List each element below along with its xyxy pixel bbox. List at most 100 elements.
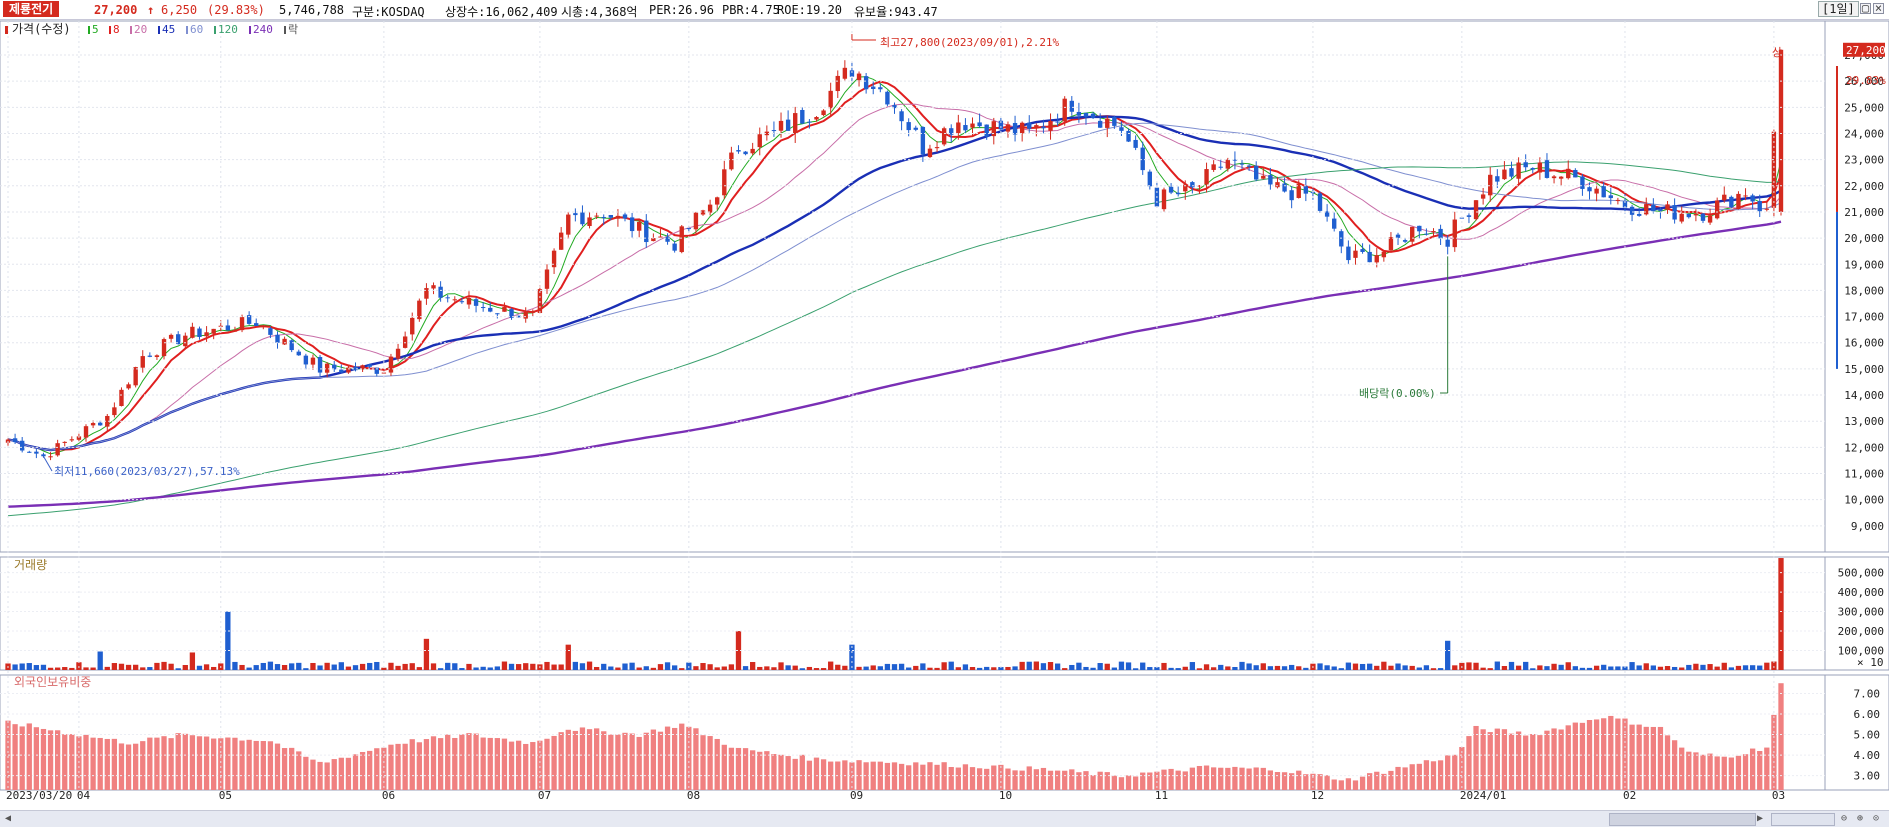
- volume-bar: [1565, 662, 1571, 670]
- candle-body: [587, 217, 592, 227]
- chart-scrollbar[interactable]: ◀ ▶ ⊖ ⊕ ⊙: [0, 810, 1889, 827]
- date-tick-label: 07: [538, 789, 551, 802]
- volume-bar: [1125, 662, 1132, 670]
- candle-body: [1509, 168, 1514, 177]
- current-price-tag: [1843, 42, 1885, 57]
- foreign-ratio-bar: [721, 744, 727, 790]
- candle-body: [998, 120, 1004, 130]
- candle-body: [161, 339, 167, 357]
- foreign-ratio-bar: [352, 754, 359, 790]
- panel-restore-icon[interactable]: ▢: [1860, 1, 1871, 15]
- foreign-ratio-bar: [487, 737, 493, 790]
- scroll-left-icon[interactable]: ◀: [4, 813, 12, 824]
- candle-body: [1622, 201, 1628, 208]
- limit-up-marker: 상: [1772, 46, 1782, 59]
- foreign-ratio-bar: [1629, 724, 1635, 790]
- volume-bar: [1359, 663, 1366, 670]
- foreign-ratio-bar: [1374, 771, 1380, 790]
- foreign-ratio-bar: [686, 726, 692, 790]
- volume-bar: [579, 663, 586, 670]
- candle-body: [154, 355, 160, 358]
- foreign-ratio-bar: [1359, 776, 1366, 790]
- volume-bar: [771, 667, 777, 670]
- candle-body: [1573, 169, 1578, 178]
- volume-bar: [1331, 666, 1337, 670]
- candle-body: [1615, 199, 1621, 201]
- foreign-ratio-bar: [1097, 771, 1103, 790]
- foreign-ratio-bar: [1749, 748, 1756, 790]
- foreign-ratio-bar: [1062, 770, 1068, 790]
- candle-body: [750, 148, 755, 154]
- candle-body: [239, 317, 245, 331]
- foreign-ratio-bar: [1643, 726, 1649, 790]
- candle-body: [842, 67, 848, 79]
- volume-bar: [707, 664, 713, 670]
- volume-bar: [735, 631, 742, 670]
- volume-bar: [799, 668, 805, 670]
- foreign-panel-title: 외국인보유비중: [14, 675, 91, 689]
- zoom-in-icon[interactable]: ⊕: [1856, 813, 1864, 824]
- foreign-ratio-bar: [856, 760, 862, 790]
- candle-body: [1502, 169, 1507, 180]
- volume-bar: [1140, 662, 1146, 670]
- candle-body: [459, 301, 465, 303]
- candle-body: [1537, 162, 1543, 173]
- volume-bar: [430, 663, 437, 670]
- foreign-ratio-bar: [1147, 772, 1153, 790]
- ma-legend-swatch: [88, 26, 90, 34]
- volume-bar: [523, 663, 529, 670]
- volume-panel: [0, 556, 1889, 671]
- volume-bar: [232, 661, 238, 670]
- candle-body: [800, 109, 805, 124]
- price-tick-label: 24,000: [1844, 127, 1884, 140]
- candle-body: [76, 436, 82, 440]
- foreign-ratio-bar: [1118, 777, 1125, 790]
- volume-bar: [359, 663, 366, 670]
- candle-body: [580, 212, 585, 225]
- ma-legend-swatch: [158, 26, 160, 34]
- volume-bar: [1352, 663, 1359, 670]
- foreign-ratio-bar: [289, 747, 295, 790]
- volume-bar: [1367, 663, 1373, 670]
- volume-bar: [544, 661, 550, 670]
- scroll-thumb[interactable]: [1609, 813, 1756, 826]
- foreign-ratio-bar: [154, 737, 160, 790]
- zoom-slider[interactable]: [1771, 813, 1835, 826]
- panel-close-icon[interactable]: ×: [1873, 1, 1884, 15]
- foreign-ratio-bar: [750, 750, 756, 790]
- candle-body: [246, 315, 252, 324]
- scroll-right-icon[interactable]: ▶: [1756, 813, 1764, 824]
- volume-bar: [1664, 666, 1671, 670]
- foreign-ratio-bar: [1693, 752, 1699, 790]
- candle-body: [1204, 169, 1209, 185]
- foreign-ratio-bar: [1338, 780, 1344, 790]
- candle-body: [1410, 226, 1415, 242]
- volume-bar: [62, 667, 68, 670]
- price-range-bar-down: [1836, 211, 1838, 369]
- foreign-ratio-bar: [1168, 768, 1174, 790]
- volume-bar: [324, 662, 330, 670]
- volume-bar: [1629, 662, 1635, 670]
- candle-body: [367, 364, 372, 367]
- volume-bar: [1083, 666, 1089, 670]
- volume-bar: [1104, 663, 1110, 670]
- foreign-ratio-bar: [1657, 726, 1664, 790]
- price-tick-label: 21,000: [1844, 206, 1884, 219]
- volume-tick-label: 100,000: [1838, 645, 1884, 658]
- volume-bar: [920, 663, 926, 670]
- foreign-ratio-bar: [1324, 775, 1330, 790]
- period-button[interactable]: [1일]: [1818, 1, 1859, 17]
- foreign-ratio-bar: [1005, 768, 1011, 790]
- candle-body: [1275, 182, 1280, 188]
- foreign-ratio-bar: [593, 728, 600, 790]
- zoom-out-icon[interactable]: ⊖: [1840, 813, 1848, 824]
- foreign-ratio-bar: [1778, 683, 1784, 790]
- chart-area[interactable]: 9,000 10,000 11,000 12,000 13,000 14,000 15,00…: [0, 20, 1889, 810]
- candle-body: [1395, 234, 1401, 238]
- foreign-ratio-bar: [1572, 722, 1578, 790]
- candle-body: [1488, 174, 1493, 196]
- zoom-reset-icon[interactable]: ⊙: [1872, 813, 1880, 824]
- foreign-ratio-bar: [1494, 728, 1500, 790]
- volume-bar: [1345, 662, 1352, 670]
- stock-name[interactable]: 제룡전기: [3, 1, 60, 17]
